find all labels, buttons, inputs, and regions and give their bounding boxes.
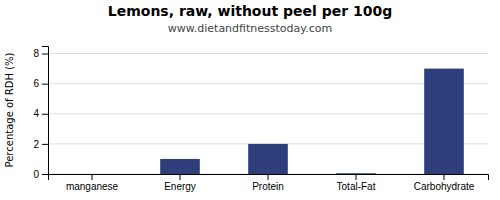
y-tick-mark [42, 114, 48, 115]
title: Lemons, raw, without peel per 100g [108, 3, 392, 19]
x-tick: Carbohydrate [414, 174, 475, 192]
x-axis: manganese Energy Protein Total-Fat Carbohydr… [49, 174, 489, 192]
y-tick-mark [42, 84, 48, 85]
x-tick-mark [444, 174, 445, 180]
x-tick: manganese [66, 174, 119, 192]
plot: 0 2 4 6 8 manganese Energy Protein Total-Fat Carb… [33, 47, 488, 193]
y-tick: 2 [33, 139, 48, 150]
y-axis-line [42, 47, 49, 175]
x-tick-mark [180, 174, 181, 180]
grid [48, 54, 488, 174]
bar [336, 173, 376, 174]
y-tick-label: 4 [33, 108, 39, 119]
y-tick-mark [42, 174, 48, 175]
x-tick-label: Carbohydrate [414, 181, 475, 192]
y-tick: 0 [33, 169, 48, 180]
y-tick-label: 6 [33, 78, 39, 89]
chart: Lemons, raw, without peel per 100g www.di… [0, 0, 500, 200]
x-axis-line [49, 175, 489, 181]
y-tick-label: 2 [33, 139, 39, 150]
y-tick: 4 [33, 108, 48, 119]
x-tick: Total-Fat [337, 174, 376, 192]
y-axis-title: Percentage of RDH (%) [4, 52, 15, 167]
y-tick-label: 8 [33, 48, 39, 59]
x-tick-mark [92, 174, 93, 180]
x-tick: Energy [164, 174, 196, 192]
y-tick: 6 [33, 78, 48, 89]
grid-line [48, 83, 488, 84]
x-tick-label: Energy [164, 181, 196, 192]
x-tick-label: Total-Fat [337, 181, 376, 192]
grid-line [48, 113, 488, 114]
bar [72, 174, 112, 175]
x-tick-label: manganese [66, 181, 119, 192]
y-tick-label: 0 [33, 169, 39, 180]
y-tick: 8 [33, 48, 48, 59]
bar [248, 144, 288, 174]
x-tick: Protein [252, 174, 284, 192]
x-tick-mark [268, 174, 269, 180]
x-tick-label: Protein [252, 181, 284, 192]
bars [160, 69, 464, 174]
subtitle: www.dietandfitnesstoday.com [168, 22, 332, 35]
bar [160, 159, 200, 174]
x-tick-mark [356, 174, 357, 180]
y-axis: 0 2 4 6 8 [33, 47, 48, 180]
y-tick-mark [42, 144, 48, 145]
bar [424, 69, 464, 174]
y-tick-mark [42, 54, 48, 55]
grid-line [48, 53, 488, 54]
